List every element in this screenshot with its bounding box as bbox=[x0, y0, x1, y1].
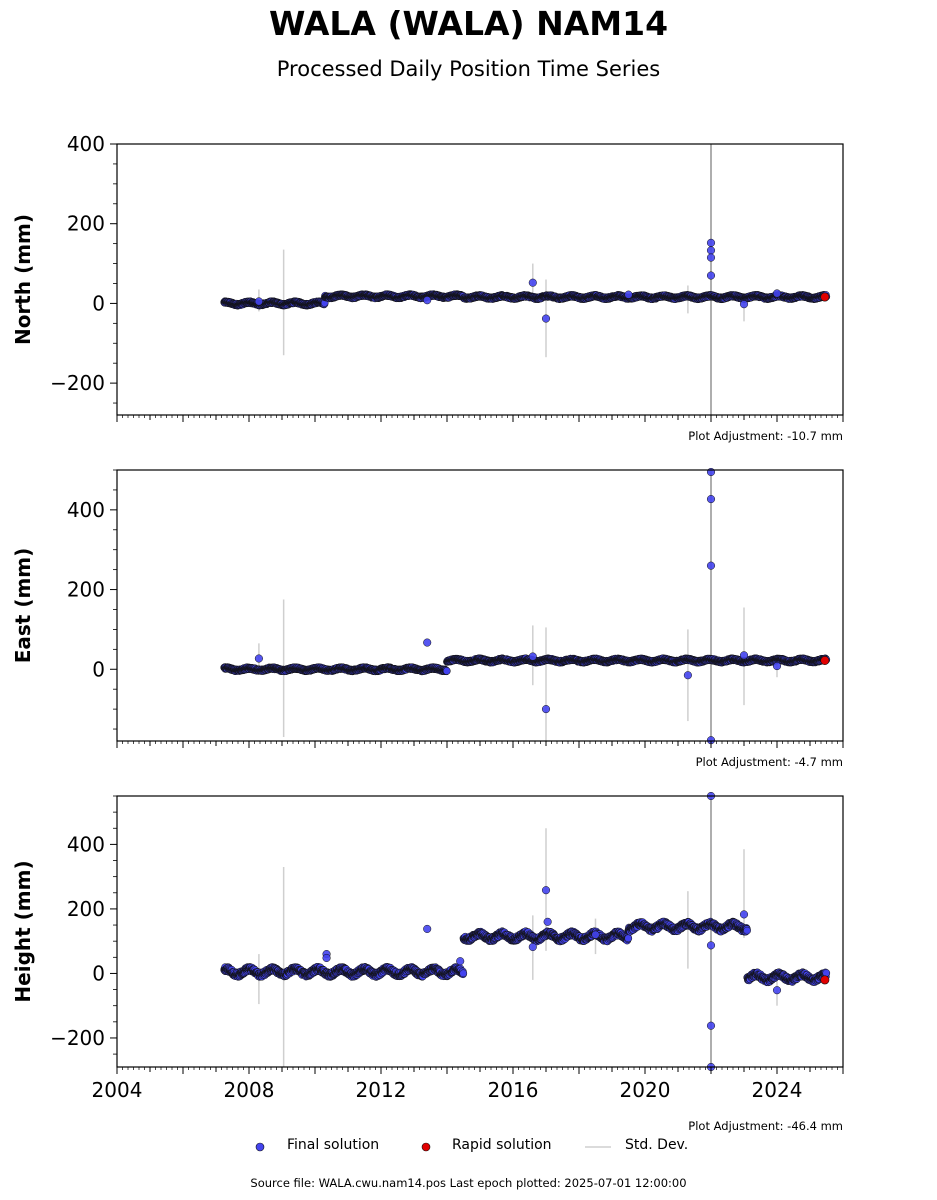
outlier-point bbox=[254, 297, 263, 306]
outlier-point bbox=[624, 290, 633, 299]
final-solution-series bbox=[220, 290, 831, 310]
y-axis-label: North (mm) bbox=[11, 214, 35, 345]
outlier-point bbox=[706, 271, 716, 280]
outlier-point bbox=[706, 238, 716, 247]
outlier-point bbox=[772, 289, 782, 298]
final-solution-series bbox=[220, 654, 831, 676]
panel-north: −200 0 200 400 North (mm) Plot Adjustment: -1… bbox=[11, 132, 844, 443]
chart-title: WALA (WALA) NAM14 bbox=[268, 4, 669, 43]
rapid-point bbox=[820, 292, 830, 302]
plot-adjustment-note: Plot Adjustment: -10.7 mm bbox=[688, 429, 843, 443]
outlier-point bbox=[706, 246, 716, 255]
plot-frame bbox=[116, 143, 844, 416]
outlier-point bbox=[528, 278, 537, 287]
y-tick-label: 200 bbox=[67, 212, 105, 236]
outlier-point bbox=[706, 253, 716, 262]
outlier-point bbox=[541, 314, 551, 323]
chart-subtitle: Processed Daily Position Time Series bbox=[276, 57, 661, 81]
outlier-point bbox=[739, 300, 749, 309]
outlier-point bbox=[423, 296, 432, 305]
y-tick-label: 0 bbox=[92, 291, 105, 315]
y-tick-label: −200 bbox=[50, 371, 105, 395]
final-point bbox=[442, 667, 451, 675]
y-tick-label: 400 bbox=[67, 132, 105, 156]
